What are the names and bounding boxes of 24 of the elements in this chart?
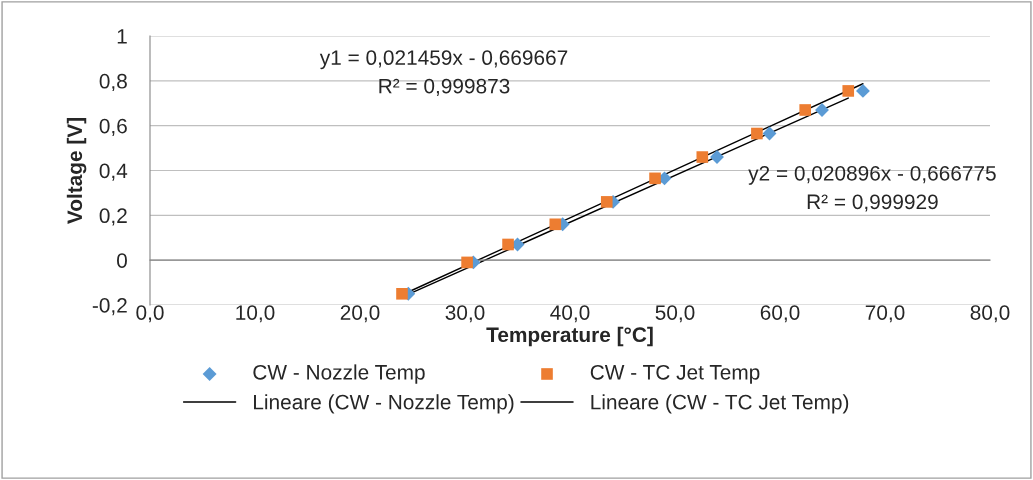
x-tick-label: 10,0 xyxy=(236,305,275,323)
x-tick-label: 70,0 xyxy=(865,305,905,323)
x-tick-label: 40,0 xyxy=(550,305,590,323)
x-tick-label: 60,0 xyxy=(760,305,800,323)
y-tick-label: 0,6 xyxy=(99,118,127,136)
annotation: y2 = 0,020896x - 0,666775 R² = 0,999929 xyxy=(748,165,996,212)
x-tick-label: 30,0 xyxy=(445,305,485,323)
y-tick-label: 0 xyxy=(117,253,127,268)
y-tick-label: 0,4 xyxy=(99,163,128,181)
x-axis-title: Temperature [°C] xyxy=(486,326,653,347)
legend-label: CW - TC Jet Temp xyxy=(590,364,760,384)
x-tick-label: 50,0 xyxy=(655,305,695,323)
annotation: y1 = 0,021459x - 0,669667 R² = 0,999873 xyxy=(319,50,568,96)
y-axis-title: Voltage [V] xyxy=(66,118,87,224)
legend-label: Lineare (CW - TC Jet Temp) xyxy=(591,394,849,414)
y-tick-label: 0,2 xyxy=(99,208,127,226)
y-tick-label: 1 xyxy=(117,29,127,44)
legend-label: Lineare (CW - Nozzle Temp) xyxy=(254,394,514,414)
x-tick-label: 0,0 xyxy=(136,305,164,323)
x-tick-label: 20,0 xyxy=(340,305,380,323)
legend-label: CW - Nozzle Temp xyxy=(253,364,425,384)
y-tick-label: 0,8 xyxy=(99,73,127,92)
x-tick-label: 80,0 xyxy=(970,305,1010,323)
y-tick-label: -0,2 xyxy=(92,298,127,316)
